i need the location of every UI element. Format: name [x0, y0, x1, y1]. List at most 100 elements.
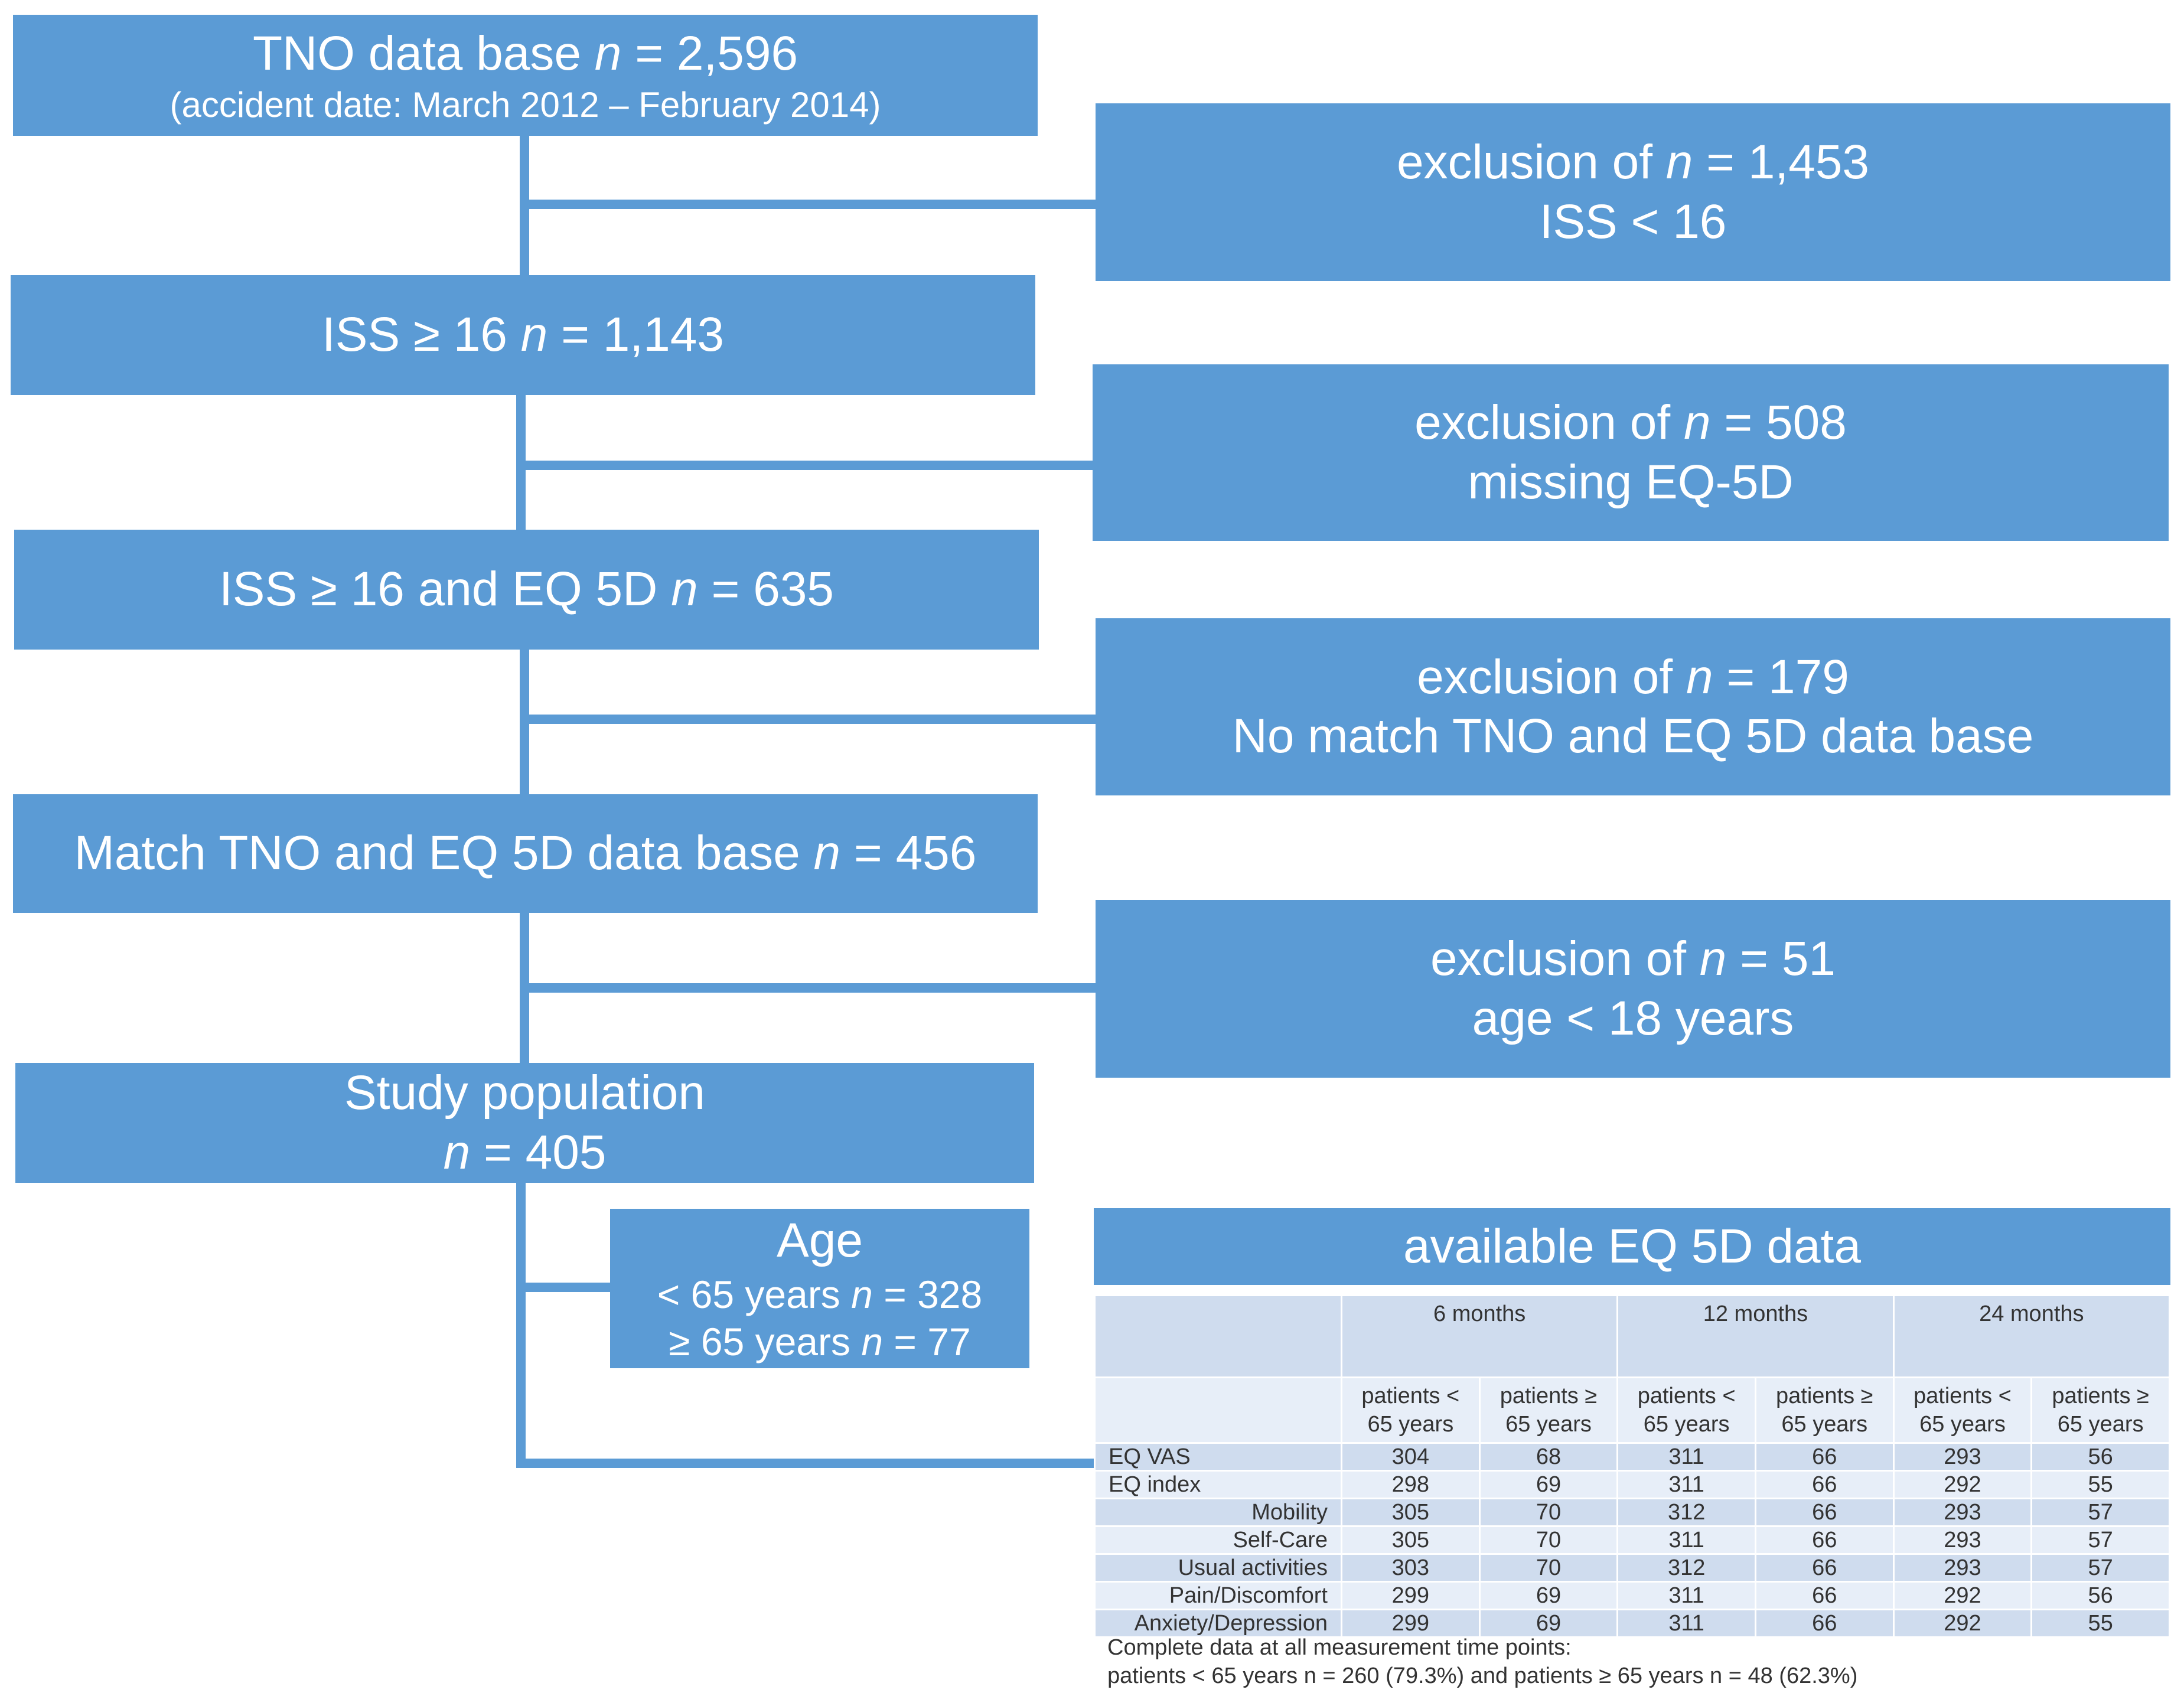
- table-period-header-row: 6 months 12 months 24 months: [1094, 1294, 2171, 1378]
- group-header-line: 65 years: [1919, 1412, 2006, 1437]
- table-row: Anxiety/Depression 299 69 311 66 292 55: [1094, 1609, 2170, 1638]
- row-label: EQ VAS: [1094, 1442, 1342, 1472]
- study-population-title: Study population: [344, 1066, 705, 1120]
- exclusion-box-age: exclusion of n = 51 age < 18 years: [1096, 900, 2170, 1078]
- table-cell: 68: [1478, 1442, 1619, 1472]
- n-symbol: n: [520, 308, 548, 362]
- group-header-line: patients ≥: [1776, 1384, 1873, 1408]
- group-header-line: 65 years: [2057, 1412, 2144, 1437]
- exclusion-value: = 1,453: [1693, 135, 1870, 190]
- table-cell: 57: [2030, 1498, 2170, 1527]
- group-header-under-65: patients < 65 years: [1616, 1376, 1756, 1444]
- table-cell: 304: [1341, 1442, 1481, 1472]
- eq5d-table-title-box: available EQ 5D data: [1094, 1208, 2170, 1285]
- table-cell: 66: [1754, 1553, 1895, 1583]
- row-label: Usual activities: [1094, 1553, 1342, 1583]
- connector-to-table: [516, 1459, 1094, 1468]
- table-cell: 66: [1754, 1525, 1895, 1555]
- table-group-header-row: patients < 65 years patients ≥ 65 years pa…: [1094, 1376, 2170, 1444]
- connector-to-exclusion-4: [520, 983, 1096, 993]
- table-cell: 69: [1478, 1609, 1619, 1638]
- period-header: 24 months: [1892, 1294, 2171, 1378]
- age-title: Age: [777, 1214, 863, 1268]
- table-cell: 299: [1341, 1609, 1481, 1638]
- exclusion-count: exclusion of n = 179: [1417, 648, 1849, 707]
- table-cell: 292: [1892, 1581, 2033, 1610]
- study-population-count: n = 405: [444, 1123, 607, 1182]
- n-symbol: n: [1665, 135, 1693, 190]
- table-corner-cell: [1094, 1294, 1342, 1378]
- study-value: = 405: [470, 1125, 607, 1179]
- table-cell: 292: [1892, 1609, 2033, 1638]
- n-symbol: n: [1686, 650, 1713, 704]
- eq5d-table-title: available EQ 5D data: [1403, 1219, 1861, 1273]
- exclusion-count: exclusion of n = 508: [1414, 393, 1847, 452]
- table-cell: 293: [1892, 1525, 2033, 1555]
- table-cell: 292: [1892, 1470, 2033, 1499]
- row-label: Mobility: [1094, 1498, 1342, 1527]
- footnote-line-2: patients < 65 years n = 260 (79.3%) and …: [1107, 1663, 1858, 1688]
- exclusion-box-missing-eq5d: exclusion of n = 508 missing EQ-5D: [1093, 364, 2169, 541]
- table-cell: 70: [1478, 1553, 1619, 1583]
- table-cell: 55: [2030, 1470, 2170, 1499]
- iss-eq5d-label: ISS ≥ 16 and EQ 5D: [219, 562, 672, 616]
- match-value: = 456: [840, 826, 977, 880]
- exclusion-label: exclusion of: [1417, 650, 1686, 704]
- group-header-line: patients ≥: [1500, 1384, 1598, 1408]
- age-65-plus-label: ≥ 65 years: [669, 1320, 862, 1364]
- exclusion-box-iss: exclusion of n = 1,453 ISS < 16: [1096, 103, 2170, 281]
- table-cell: 293: [1892, 1498, 2033, 1527]
- table-cell: 298: [1341, 1470, 1481, 1499]
- n-symbol: n: [1683, 396, 1711, 450]
- n-symbol: n: [594, 26, 622, 80]
- exclusion-reason: missing EQ-5D: [1468, 455, 1794, 509]
- match-box: Match TNO and EQ 5D data base n = 456: [13, 794, 1038, 913]
- group-header-under-65: patients < 65 years: [1341, 1376, 1481, 1444]
- match-label: Match TNO and EQ 5D data base: [74, 826, 814, 880]
- row-label: Anxiety/Depression: [1094, 1609, 1342, 1638]
- n-symbol: n: [1699, 932, 1727, 986]
- group-header-65-plus: patients ≥ 65 years: [1754, 1376, 1895, 1444]
- n-symbol: n: [671, 562, 698, 616]
- match-count: Match TNO and EQ 5D data base n = 456: [74, 824, 977, 883]
- table-cell: 311: [1616, 1581, 1756, 1610]
- row-label: Pain/Discomfort: [1094, 1581, 1342, 1610]
- table-cell: 57: [2030, 1525, 2170, 1555]
- table-cell: 66: [1754, 1498, 1895, 1527]
- exclusion-label: exclusion of: [1430, 932, 1700, 986]
- group-header-under-65: patients < 65 years: [1892, 1376, 2033, 1444]
- table-cell: 55: [2030, 1609, 2170, 1638]
- age-box: Age < 65 years n = 328 ≥ 65 years n = 77: [610, 1209, 1029, 1368]
- connector-to-exclusion-2: [516, 461, 1093, 470]
- table-row: Mobility 305 70 312 66 293 57: [1094, 1498, 2170, 1527]
- n-symbol: n: [851, 1272, 873, 1316]
- exclusion-label: exclusion of: [1414, 396, 1684, 450]
- connector-to-exclusion-3: [520, 715, 1096, 724]
- n-symbol: n: [813, 826, 841, 880]
- group-header-line: 65 years: [1781, 1412, 1868, 1437]
- table-cell: 66: [1754, 1470, 1895, 1499]
- group-header-line: 65 years: [1367, 1412, 1454, 1437]
- table-cell: 299: [1341, 1581, 1481, 1610]
- exclusion-box-no-match: exclusion of n = 179 No match TNO and EQ…: [1096, 618, 2170, 795]
- tno-label: TNO data base: [252, 26, 595, 80]
- group-header-line: patients <: [1637, 1384, 1736, 1408]
- tno-database-box: TNO data base n = 2,596 (accident date: …: [13, 15, 1038, 136]
- connector-to-age-box: [516, 1283, 610, 1292]
- exclusion-value: = 179: [1713, 650, 1849, 704]
- table-cell: 303: [1341, 1553, 1481, 1583]
- eq5d-data-table: 6 months 12 months 24 months patients < 6…: [1094, 1294, 2171, 1638]
- group-header-line: patients <: [1361, 1384, 1460, 1408]
- age-65-plus-value: = 77: [883, 1320, 971, 1364]
- table-corner-cell: [1094, 1376, 1342, 1444]
- iss-box: ISS ≥ 16 n = 1,143: [11, 275, 1035, 395]
- table-row: Pain/Discomfort 299 69 311 66 292 56: [1094, 1581, 2170, 1610]
- iss-label: ISS ≥ 16: [322, 308, 521, 362]
- iss-eq5d-value: = 635: [697, 562, 835, 616]
- group-header-line: patients ≥: [2052, 1384, 2149, 1408]
- age-under-65-value: = 328: [872, 1272, 983, 1316]
- study-population-box: Study population n = 405: [15, 1063, 1034, 1183]
- n-symbol: n: [443, 1125, 471, 1179]
- connector-vertical-5: [516, 1183, 526, 1468]
- exclusion-reason: ISS < 16: [1539, 194, 1727, 249]
